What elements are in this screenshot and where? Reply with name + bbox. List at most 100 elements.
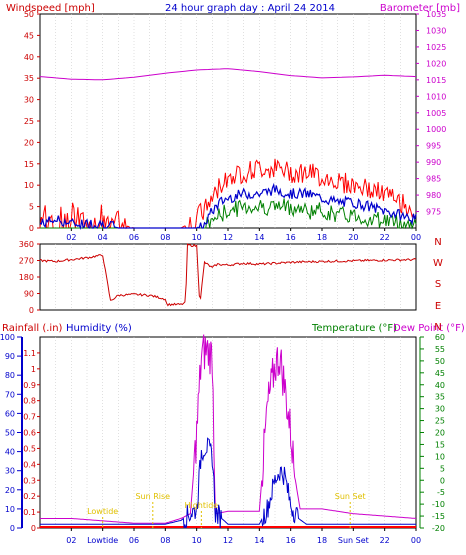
temperature-y-tick-label: 55 [435, 345, 445, 354]
weather-x-tick-label: Sun Set [338, 536, 369, 545]
temperature-y-tick-label: 20 [435, 429, 445, 438]
rainfall-axis-title: Rainfall (.in) [2, 323, 63, 334]
barometer-y-tick-label: 985 [426, 175, 441, 184]
barometer-y-tick-label: 975 [426, 208, 441, 217]
direction-y-tick-label: 360 [19, 240, 34, 249]
weather-x-tick-label: Lowtide [87, 536, 118, 545]
chart-title: 24 hour graph day : April 24 2014 [165, 3, 335, 14]
barometer-y-tick-label: 1010 [426, 92, 446, 101]
barometer-axis-title: Barometer [mb] [380, 3, 460, 14]
wind-x-tick-label: 16 [286, 233, 296, 242]
humidity-y-tick-label: 70 [5, 390, 15, 399]
temperature-y-tick-label: 45 [435, 369, 445, 378]
humidity-y-tick-label: 0 [10, 524, 15, 533]
wind-y-tick-label: 20 [24, 138, 34, 147]
wind-y-tick-label: 50 [24, 10, 34, 19]
wind-y-tick-label: 15 [24, 160, 34, 169]
annotation-label: Hightide [184, 501, 218, 510]
wind-panel-frame [39, 13, 417, 229]
wind-x-tick-label: 18 [317, 233, 327, 242]
barometer-y-tick-label: 980 [426, 191, 441, 200]
wind-y-tick-label: 40 [24, 53, 34, 62]
wind-y-tick-label: 25 [24, 117, 34, 126]
compass-label: N [434, 322, 441, 333]
wind-x-tick-label: 04 [98, 233, 108, 242]
wind-x-tick-label: 08 [160, 233, 170, 242]
wind-direction-line [39, 243, 417, 307]
wind-average-line [39, 182, 417, 231]
direction-y-tick-label: 270 [19, 257, 34, 266]
temperature-y-tick-label: 0 [440, 476, 445, 485]
wind-x-tick-label: 02 [66, 233, 76, 242]
temperature-y-tick-label: 50 [435, 357, 445, 366]
weather-x-tick-label: 16 [286, 536, 296, 545]
barometer-line [39, 68, 417, 81]
humidity-y-tick-label: 90 [5, 352, 15, 361]
weather-x-tick-label: 14 [254, 536, 264, 545]
barometer-y-tick-label: 1015 [426, 76, 446, 85]
rain-y-tick-label: 0.6 [23, 429, 36, 438]
weather-x-tick-label: 18 [317, 536, 327, 545]
rain-y-tick-label: 0 [31, 524, 36, 533]
temperature-y-tick-label: -20 [432, 524, 445, 533]
humidity-y-tick-label: 60 [5, 409, 15, 418]
barometer-y-tick-label: 990 [426, 158, 441, 167]
plot-layer: 0510152025303540455097598098599099510001… [0, 10, 446, 545]
humidity-axis-title: Humidity (%) [66, 323, 132, 334]
temperature-y-tick-label: 30 [435, 405, 445, 414]
wind-y-tick-label: 35 [24, 74, 34, 83]
barometer-y-tick-label: 1005 [426, 109, 446, 118]
humidity-y-tick-label: 30 [5, 467, 15, 476]
humidity-y-tick-label: 40 [5, 448, 15, 457]
barometer-y-tick-label: 995 [426, 142, 441, 151]
weather-x-tick-label: 00 [411, 536, 421, 545]
wind-x-tick-label: 12 [223, 233, 233, 242]
temperature-y-tick-label: 10 [435, 452, 445, 461]
direction-y-tick-label: 180 [19, 273, 34, 282]
wind-x-tick-label: 22 [380, 233, 390, 242]
rain-y-tick-label: 0.7 [23, 413, 36, 422]
wind-y-tick-label: 45 [24, 31, 34, 40]
weather-x-tick-label: 10 [192, 536, 202, 545]
humidity-line [40, 437, 416, 529]
humidity-y-tick-label: 100 [0, 333, 15, 342]
wind-x-tick-label: 10 [192, 233, 202, 242]
direction-y-tick-label: 0 [29, 306, 34, 315]
temperature-y-tick-label: 40 [435, 381, 445, 390]
temperature-y-tick-label: -5 [437, 488, 445, 497]
temperature-y-tick-label: 5 [440, 464, 445, 473]
compass-label: S [435, 279, 441, 290]
compass-label: W [433, 258, 443, 269]
compass-label: N [434, 237, 441, 248]
barometer-y-tick-label: 1030 [426, 26, 446, 35]
weather-x-tick-label: 12 [223, 536, 233, 545]
compass-label: E [435, 301, 441, 312]
dewpoint-line [40, 334, 417, 524]
humidity-y-tick-label: 10 [5, 505, 15, 514]
rain-y-tick-label: 0.1 [23, 508, 36, 517]
temperature-y-tick-label: 60 [435, 333, 445, 342]
wind-x-tick-label: 20 [348, 233, 358, 242]
annotation-label: Lowtide [87, 507, 118, 516]
rain-y-tick-label: 0.5 [23, 444, 36, 453]
barometer-y-tick-label: 1025 [426, 43, 446, 52]
dewpoint-axis-title: Dew Point (°F) [393, 323, 465, 334]
rain-y-tick-label: 0.8 [23, 397, 36, 406]
temperature-y-tick-label: 25 [435, 417, 445, 426]
rain-y-tick-label: 1 [31, 365, 36, 374]
wind-x-tick-label: 00 [411, 233, 421, 242]
weather-x-tick-label: 22 [380, 536, 390, 545]
wind-y-tick-label: 30 [24, 96, 34, 105]
temperature-axis-title: Temperature (°F) [311, 323, 397, 334]
wind-min-line [40, 198, 417, 230]
rain-y-tick-label: 0.9 [23, 381, 36, 390]
wind-y-tick-label: 5 [29, 203, 34, 212]
temperature-y-tick-label: 35 [435, 393, 445, 402]
rain-y-tick-label: 0.2 [23, 492, 36, 501]
wind-y-tick-label: 0 [29, 224, 34, 233]
wind-y-tick-label: 10 [24, 181, 34, 190]
temperature-y-tick-label: -10 [432, 500, 445, 509]
temperature-y-tick-label: -15 [432, 512, 445, 521]
